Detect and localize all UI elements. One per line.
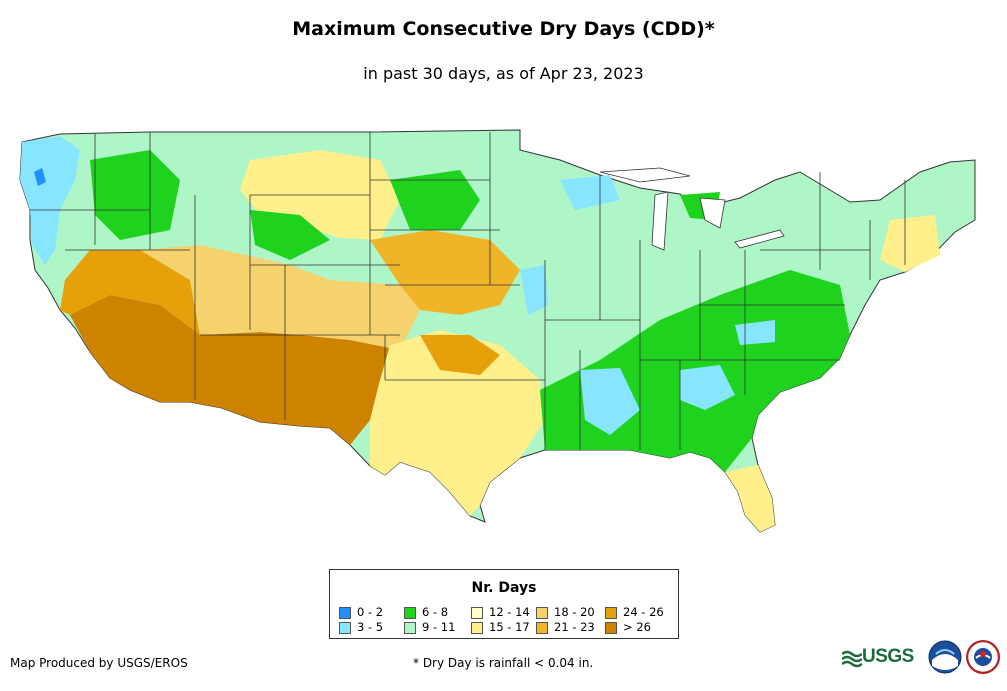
region-idaho-green	[90, 150, 180, 240]
region-wyoming-green	[250, 210, 330, 260]
region-pacific-northwest	[20, 136, 80, 265]
map-title: Maximum Consecutive Dry Days (CDD)*	[292, 18, 715, 40]
nws-logo-icon	[966, 640, 1000, 674]
legend-swatch	[404, 621, 416, 634]
region-great-lakes-blue	[560, 175, 620, 210]
legend-title: Nr. Days	[471, 580, 537, 596]
lake-michigan	[651, 191, 669, 251]
legend-swatch	[605, 606, 617, 619]
legend-label: 18 - 20	[554, 605, 595, 619]
region-southern-plains	[370, 330, 545, 516]
legend-swatch	[339, 621, 351, 634]
region-great-plains	[370, 230, 520, 315]
legend-swatch	[339, 606, 351, 619]
legend-label: 6 - 8	[422, 605, 449, 619]
usgs-logo: USGS	[842, 646, 922, 670]
state-boundaries	[30, 132, 906, 450]
region-florida	[725, 465, 775, 532]
map-subtitle: in past 30 days, as of Apr 23, 2023	[363, 64, 644, 83]
usgs-wave-icon	[842, 650, 862, 668]
legend-item: 21 - 23	[536, 620, 595, 634]
legend-swatch	[536, 606, 548, 619]
region-georgia-blue	[680, 365, 735, 410]
agency-logos: USGS	[842, 640, 1002, 680]
legend-label: > 26	[623, 620, 651, 634]
region-plateau	[140, 245, 420, 350]
lake-superior	[599, 167, 691, 183]
legend-swatch	[471, 621, 483, 634]
region-oklahoma-patch	[420, 335, 500, 375]
noaa-logo-icon	[928, 640, 962, 674]
legend-swatch	[404, 606, 416, 619]
legend-label: 0 - 2	[357, 605, 384, 619]
legend-item: 9 - 11	[404, 620, 455, 634]
legend-item: 12 - 14	[471, 605, 530, 619]
region-mid-south-blue	[580, 368, 640, 435]
credit-text: Map Produced by USGS/EROS	[10, 656, 188, 670]
legend-item: 15 - 17	[471, 620, 530, 634]
lake-huron	[699, 197, 726, 229]
legend-label: 21 - 23	[554, 620, 595, 634]
usgs-logo-text: USGS	[862, 646, 914, 667]
legend-label: 3 - 5	[357, 620, 384, 634]
region-great-basin	[60, 250, 200, 335]
legend-label: 24 - 26	[623, 605, 664, 619]
region-new-england	[880, 215, 940, 272]
us-dry-days-map	[19, 129, 976, 533]
legend-item: 0 - 2	[339, 605, 383, 619]
region-puget-sound	[34, 168, 46, 186]
legend-item: 18 - 20	[536, 605, 595, 619]
region-dakota-green	[390, 170, 480, 230]
legend-swatch	[471, 606, 483, 619]
lake-erie	[734, 229, 785, 249]
legend-item: > 26	[605, 620, 651, 634]
legend-label: 12 - 14	[489, 605, 530, 619]
footnote-text: * Dry Day is rainfall < 0.04 in.	[413, 656, 594, 670]
legend-item: 3 - 5	[339, 620, 383, 634]
legend-swatch	[605, 621, 617, 634]
legend-label: 15 - 17	[489, 620, 530, 634]
region-southwest-desert	[70, 295, 400, 445]
legend-label: 9 - 11	[422, 620, 456, 634]
legend-swatch	[536, 621, 548, 634]
legend-item: 24 - 26	[605, 605, 664, 619]
legend-item: 6 - 8	[404, 605, 448, 619]
region-missouri-blue	[520, 265, 548, 315]
